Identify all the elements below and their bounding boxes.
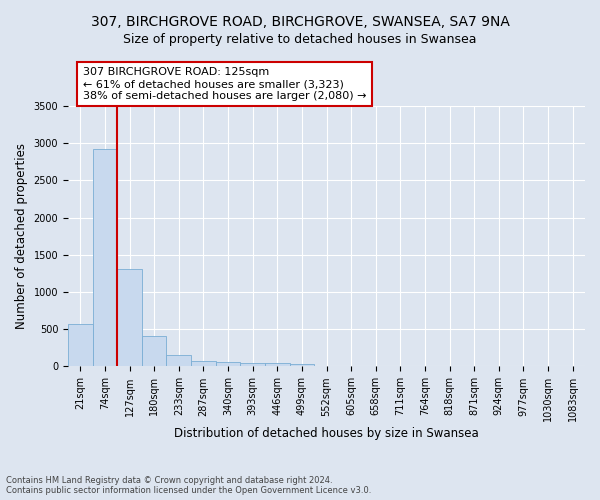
Bar xyxy=(117,268,142,366)
Bar xyxy=(142,336,166,366)
X-axis label: Distribution of detached houses by size in Swansea: Distribution of detached houses by size … xyxy=(174,427,479,440)
Bar xyxy=(241,363,265,366)
Bar xyxy=(166,355,191,366)
Text: Size of property relative to detached houses in Swansea: Size of property relative to detached ho… xyxy=(123,32,477,46)
Bar xyxy=(265,364,290,366)
Bar xyxy=(92,149,117,366)
Text: 307, BIRCHGROVE ROAD, BIRCHGROVE, SWANSEA, SA7 9NA: 307, BIRCHGROVE ROAD, BIRCHGROVE, SWANSE… xyxy=(91,15,509,29)
Text: Contains HM Land Registry data © Crown copyright and database right 2024.
Contai: Contains HM Land Registry data © Crown c… xyxy=(6,476,371,495)
Bar xyxy=(216,362,241,366)
Bar xyxy=(191,360,216,366)
Text: 307 BIRCHGROVE ROAD: 125sqm
← 61% of detached houses are smaller (3,323)
38% of : 307 BIRCHGROVE ROAD: 125sqm ← 61% of det… xyxy=(83,68,366,100)
Bar xyxy=(290,364,314,366)
Bar xyxy=(68,324,92,366)
Y-axis label: Number of detached properties: Number of detached properties xyxy=(15,143,28,329)
